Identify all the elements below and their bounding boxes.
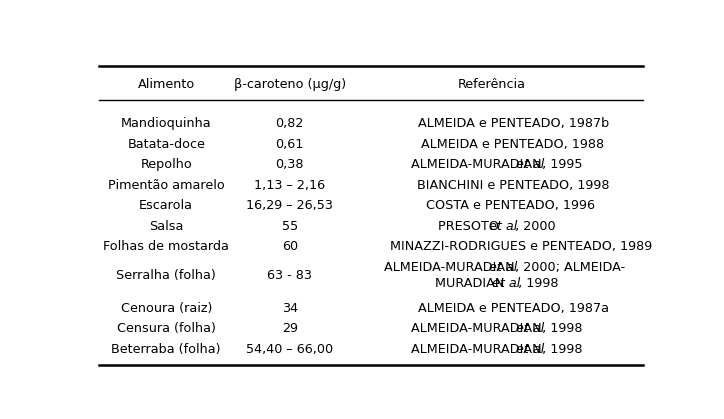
Text: 0,38: 0,38 [275, 158, 304, 171]
Text: et al: et al [489, 220, 517, 233]
Text: et al: et al [492, 277, 520, 290]
Text: Beterraba (folha): Beterraba (folha) [111, 343, 221, 356]
Text: 34: 34 [282, 302, 298, 315]
Text: ., 1998: ., 1998 [537, 343, 582, 356]
Text: ., 1995: ., 1995 [537, 158, 582, 171]
Text: BIANCHINI e PENTEADO, 1998: BIANCHINI e PENTEADO, 1998 [417, 179, 610, 192]
Text: Cenoura (raiz): Cenoura (raiz) [121, 302, 212, 315]
Text: 1,13 – 2,16: 1,13 – 2,16 [254, 179, 325, 192]
Text: Batata-doce: Batata-doce [127, 138, 205, 151]
Text: Folhas de mostarda: Folhas de mostarda [104, 240, 230, 253]
Text: ., 1998: ., 1998 [514, 277, 558, 290]
Text: Repolho: Repolho [140, 158, 192, 171]
Text: 16,29 – 26,53: 16,29 – 26,53 [246, 199, 333, 212]
Text: MURADIAN: MURADIAN [435, 277, 508, 290]
Text: β-caroteno (μg/g): β-caroteno (μg/g) [234, 78, 346, 91]
Text: Serralha (folha): Serralha (folha) [117, 269, 216, 282]
Text: ALMEIDA-MURADIAN: ALMEIDA-MURADIAN [384, 261, 519, 274]
Text: Pimentão amarelo: Pimentão amarelo [108, 179, 224, 192]
Text: ALMEIDA e PENTEADO, 1987b: ALMEIDA e PENTEADO, 1987b [418, 117, 609, 130]
Text: ., 1998: ., 1998 [537, 322, 582, 335]
Text: Censura (folha): Censura (folha) [117, 322, 216, 335]
Text: et al: et al [515, 322, 544, 335]
Text: COSTA e PENTEADO, 1996: COSTA e PENTEADO, 1996 [426, 199, 595, 212]
Text: 54,40 – 66,00: 54,40 – 66,00 [246, 343, 333, 356]
Text: Alimento: Alimento [138, 78, 195, 91]
Text: ALMEIDA e PENTEADO, 1988: ALMEIDA e PENTEADO, 1988 [421, 138, 604, 151]
Text: et al: et al [515, 158, 544, 171]
Text: MINAZZI-RODRIGUES e PENTEADO, 1989: MINAZZI-RODRIGUES e PENTEADO, 1989 [390, 240, 652, 253]
Text: 60: 60 [282, 240, 298, 253]
Text: 29: 29 [282, 322, 298, 335]
Text: ALMEIDA-MURADIAN: ALMEIDA-MURADIAN [411, 322, 546, 335]
Text: Escarola: Escarola [139, 199, 193, 212]
Text: Mandioquinha: Mandioquinha [121, 117, 211, 130]
Text: ., 2000: ., 2000 [510, 220, 555, 233]
Text: 0,82: 0,82 [276, 117, 304, 130]
Text: Salsa: Salsa [149, 220, 183, 233]
Text: ALMEIDA-MURADIAN: ALMEIDA-MURADIAN [411, 158, 546, 171]
Text: et al: et al [515, 343, 544, 356]
Text: 55: 55 [282, 220, 298, 233]
Text: 0,61: 0,61 [276, 138, 304, 151]
Text: PRESOTO: PRESOTO [438, 220, 503, 233]
Text: ALMEIDA-MURADIAN: ALMEIDA-MURADIAN [411, 343, 546, 356]
Text: ., 2000; ALMEIDA-: ., 2000; ALMEIDA- [510, 261, 625, 274]
Text: ALMEIDA e PENTEADO, 1987a: ALMEIDA e PENTEADO, 1987a [418, 302, 609, 315]
Text: Referência: Referência [458, 78, 526, 91]
Text: 63 - 83: 63 - 83 [267, 269, 312, 282]
Text: et al: et al [489, 261, 517, 274]
